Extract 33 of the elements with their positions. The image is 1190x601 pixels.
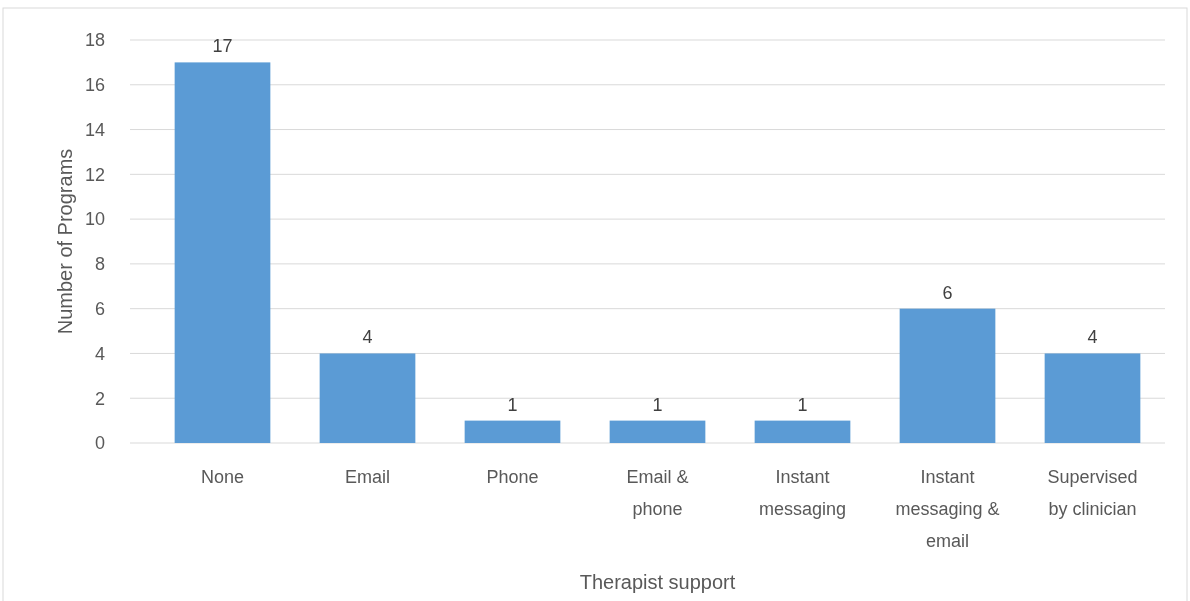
x-tick-label: None — [200, 467, 245, 487]
y-tick-label: 2 — [94, 388, 105, 409]
y-axis-title: Number of Programs — [54, 148, 76, 335]
y-tick-label: 10 — [84, 209, 105, 230]
x-axis-title: Therapist support — [579, 571, 736, 593]
data-label: 1 — [652, 394, 663, 415]
x-tick-label: Email & phone — [626, 467, 689, 519]
y-tick-label: 4 — [94, 343, 105, 364]
bar — [609, 420, 706, 443]
x-tick-label: Instant messaging — [758, 467, 847, 519]
x-tick-label: Email — [344, 467, 391, 487]
y-tick-label: 8 — [94, 254, 105, 275]
bar — [174, 62, 271, 443]
y-tick-label: 14 — [84, 119, 105, 140]
y-tick-label: 0 — [94, 433, 105, 454]
data-label: 17 — [212, 36, 233, 57]
data-label: 4 — [362, 327, 373, 348]
y-tick-label: 16 — [84, 75, 105, 96]
y-tick-label: 12 — [84, 164, 105, 185]
bar — [754, 420, 851, 443]
bar — [319, 353, 416, 443]
data-label: 1 — [507, 394, 518, 415]
bar — [464, 420, 561, 443]
y-tick-label: 6 — [94, 298, 105, 319]
data-label: 1 — [797, 394, 808, 415]
data-label: 4 — [1087, 327, 1098, 348]
y-tick-label: 18 — [84, 30, 105, 51]
x-tick-label: Instant messaging & email — [895, 467, 1000, 551]
data-label: 6 — [942, 282, 953, 303]
bar — [1044, 353, 1141, 443]
bar — [899, 308, 996, 443]
x-tick-label: Supervised by clinician — [1047, 467, 1138, 519]
x-tick-label: Phone — [486, 467, 539, 487]
